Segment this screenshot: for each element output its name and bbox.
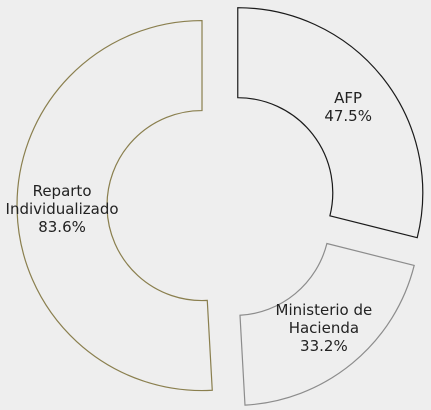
category-label: Reparto Individualizado <box>5 182 119 219</box>
segment-label: Reparto Individualizado 83.6% <box>0 182 132 236</box>
category-label: AFP <box>334 88 363 107</box>
segment-label: AFP 47.5% <box>278 89 418 125</box>
donut-segment <box>239 242 415 406</box>
value-label: 83.6% <box>38 218 86 237</box>
donut-segment <box>237 7 424 239</box>
value-label: 47.5% <box>324 106 372 125</box>
category-label: Ministerio de Hacienda <box>275 301 373 338</box>
segment-label: Ministerio de Hacienda 33.2% <box>254 301 394 355</box>
donut-segment <box>16 19 213 392</box>
value-label: 33.2% <box>300 337 348 356</box>
